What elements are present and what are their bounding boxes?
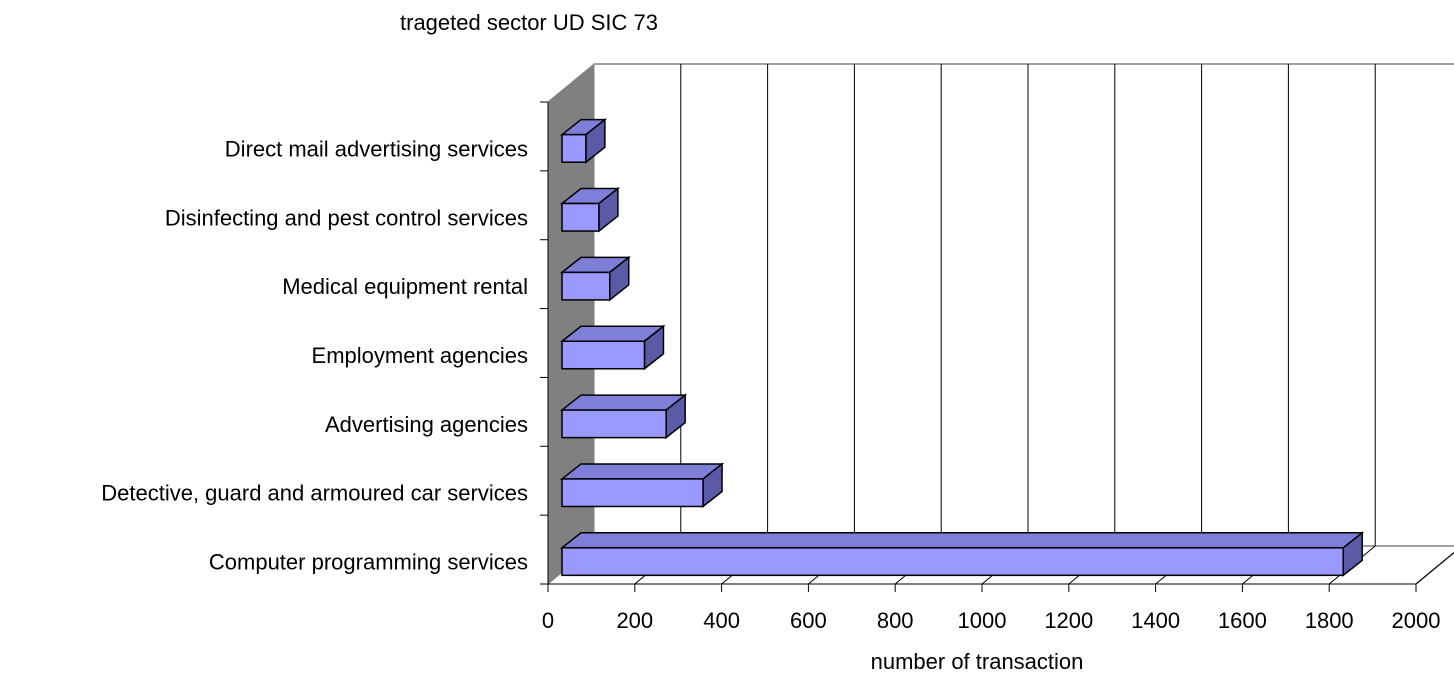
chart-walls <box>547 62 1454 586</box>
x-tick-label: 1200 <box>1044 608 1093 633</box>
gridline-floor <box>1415 551 1454 585</box>
x-tick-label: 200 <box>616 608 653 633</box>
bar <box>559 186 621 233</box>
chart-title: trageted sector UD SIC 73 <box>400 10 659 35</box>
x-tick-label: 400 <box>703 608 740 633</box>
x-tick-label: 800 <box>877 608 914 633</box>
bar-top <box>559 463 725 480</box>
x-tick-label: 600 <box>790 608 827 633</box>
y-category-label: Employment agencies <box>312 343 528 368</box>
back-wall <box>594 64 1454 546</box>
x-tick-label: 1600 <box>1218 608 1267 633</box>
y-category-label: Detective, guard and armoured car servic… <box>101 481 528 506</box>
bar-top <box>559 532 1365 549</box>
bar-front <box>561 478 704 508</box>
y-category-label: Direct mail advertising services <box>225 136 528 161</box>
y-category-label: Disinfecting and pest control services <box>165 205 528 230</box>
bar-front <box>561 202 600 232</box>
bar <box>559 393 688 440</box>
bar-front <box>561 409 667 439</box>
bar <box>559 118 608 164</box>
x-axis-ticks <box>547 584 1417 592</box>
bar <box>559 531 1365 577</box>
x-tick-label: 1800 <box>1305 608 1354 633</box>
bar-front <box>561 271 611 301</box>
bar-front <box>561 133 587 163</box>
bar-top <box>559 394 688 411</box>
x-tick-label: 1000 <box>958 608 1007 633</box>
y-axis-ticks <box>540 101 548 585</box>
bar-front <box>561 340 646 370</box>
x-tick-label: 0 <box>542 608 554 633</box>
bar <box>559 255 631 302</box>
x-tick-label: 1400 <box>1131 608 1180 633</box>
y-category-label: Advertising agencies <box>325 412 528 437</box>
bar <box>559 462 725 509</box>
x-tick-label: 2000 <box>1392 608 1441 633</box>
y-axis-labels: Computer programming services Detective, … <box>101 136 528 574</box>
x-axis-title: number of transaction <box>870 649 1084 674</box>
y-category-label: Medical equipment rental <box>282 274 528 299</box>
x-axis-labels: 0 200 400 600 800 1000 1200 1400 1600 1800 2000 <box>542 608 1441 633</box>
bar-front <box>561 547 1344 577</box>
bars <box>559 118 1365 577</box>
bar <box>559 324 666 371</box>
y-category-label: Computer programming services <box>209 550 528 575</box>
floor-right-edge <box>1415 551 1454 585</box>
